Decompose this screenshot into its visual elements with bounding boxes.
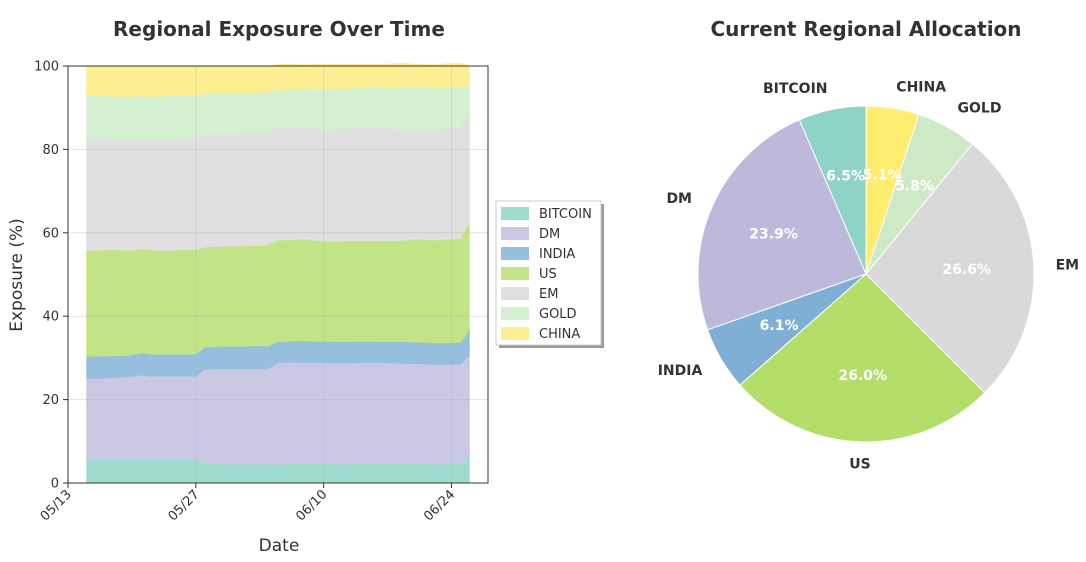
pie-chart: Current Regional Allocation BITCOIN 6.5% D… — [658, 17, 1079, 473]
legend-label-china: CHINA — [539, 327, 580, 342]
pie-label-india: INDIA — [658, 363, 703, 379]
legend-swatch-dm — [501, 227, 529, 240]
pie-label-gold: GOLD — [958, 101, 1002, 117]
area-chart: Regional Exposure Over Time 0 20 40 60 80 100… — [7, 17, 604, 556]
y-axis-ticks: 0 20 40 60 80 100 — [34, 60, 68, 492]
y-tick-label: 100 — [34, 60, 59, 75]
legend-label-us: US — [539, 267, 557, 282]
pie-labels: BITCOIN 6.5% DM 23.9% INDIA 6.1% US 26.0% EM 26.6… — [658, 80, 1079, 473]
pie-slice-us — [739, 273, 986, 443]
area-series-us — [86, 221, 470, 357]
legend-label-dm: DM — [539, 227, 560, 242]
legend-swatch-bitcoin — [501, 207, 529, 220]
area-series-em — [86, 111, 470, 251]
legend-swatch-india — [501, 247, 529, 260]
legend-label-india: INDIA — [539, 247, 575, 262]
area-layers — [86, 63, 471, 483]
x-tick-label: 06/10 — [293, 487, 330, 524]
x-tick-label: 05/27 — [166, 487, 203, 524]
legend-swatch-em — [501, 287, 529, 300]
x-axis-label: Date — [259, 536, 300, 556]
pie-pct-bitcoin: 6.5% — [826, 168, 865, 184]
pie-pct-us: 26.0% — [839, 368, 888, 384]
legend-swatch-china — [501, 327, 529, 340]
area-series-gold — [86, 86, 470, 141]
x-tick-label: 06/24 — [421, 487, 458, 524]
pie-chart-title: Current Regional Allocation — [710, 17, 1021, 41]
y-tick-label: 40 — [42, 310, 59, 325]
legend-label-em: EM — [539, 287, 558, 302]
area-series-dm — [86, 355, 470, 465]
pie-pct-gold: 5.8% — [895, 179, 934, 195]
y-tick-label: 60 — [42, 226, 59, 241]
pie-label-us: US — [849, 457, 870, 473]
pie-pct-dm: 23.9% — [749, 227, 798, 243]
area-chart-title: Regional Exposure Over Time — [113, 17, 445, 41]
area-series-china — [86, 63, 470, 97]
pie-slice-china — [865, 105, 920, 275]
y-axis-label: Exposure (%) — [7, 218, 27, 332]
pie-pct-china: 5.1% — [863, 168, 902, 184]
pie-pct-em: 26.6% — [942, 262, 991, 278]
area-series-bitcoin — [86, 453, 470, 483]
pie-slice-dm — [697, 119, 867, 331]
y-tick-label: 20 — [42, 393, 59, 408]
x-axis-ticks: 05/13 05/27 06/10 06/24 — [38, 483, 458, 524]
legend: BITCOIN DM INDIA US EM GOLD CHINA — [495, 200, 604, 348]
y-tick-label: 80 — [42, 143, 59, 158]
pie-slices — [697, 105, 1035, 443]
legend-label-bitcoin: BITCOIN — [539, 207, 592, 222]
pie-label-dm: DM — [666, 191, 692, 207]
pie-label-china: CHINA — [896, 80, 946, 96]
legend-label-gold: GOLD — [539, 307, 577, 322]
legend-swatch-us — [501, 267, 529, 280]
pie-pct-india: 6.1% — [760, 318, 799, 334]
legend-swatch-gold — [501, 307, 529, 320]
y-tick-label: 0 — [51, 477, 59, 492]
x-tick-label: 05/13 — [38, 487, 75, 524]
pie-label-em: EM — [1056, 258, 1080, 274]
plot-frame — [67, 65, 489, 484]
pie-slice-em — [865, 143, 1035, 394]
pie-label-bitcoin: BITCOIN — [763, 81, 828, 97]
